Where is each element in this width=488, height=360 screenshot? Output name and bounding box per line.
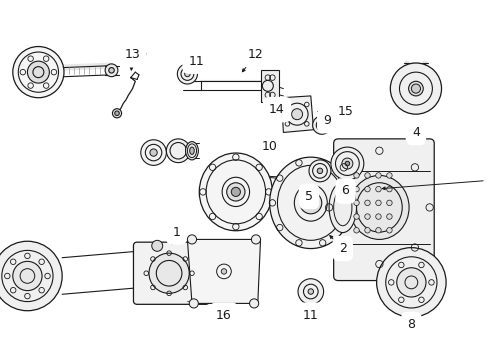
Circle shape bbox=[319, 123, 324, 127]
Circle shape bbox=[364, 214, 369, 219]
Circle shape bbox=[410, 84, 420, 93]
Circle shape bbox=[166, 139, 190, 163]
Circle shape bbox=[364, 173, 369, 178]
Circle shape bbox=[386, 214, 391, 219]
Circle shape bbox=[305, 198, 315, 207]
Circle shape bbox=[386, 186, 391, 192]
Text: 7: 7 bbox=[139, 52, 147, 65]
Circle shape bbox=[375, 214, 381, 219]
Polygon shape bbox=[281, 96, 313, 132]
Text: 11: 11 bbox=[302, 309, 318, 322]
Polygon shape bbox=[260, 70, 278, 102]
Text: 4: 4 bbox=[411, 126, 419, 139]
Circle shape bbox=[13, 46, 64, 98]
Circle shape bbox=[0, 241, 62, 311]
Circle shape bbox=[189, 299, 198, 308]
Text: 9: 9 bbox=[323, 114, 330, 127]
Text: 1: 1 bbox=[172, 226, 180, 239]
Circle shape bbox=[299, 192, 321, 214]
Circle shape bbox=[353, 173, 359, 178]
Ellipse shape bbox=[349, 175, 408, 239]
Circle shape bbox=[307, 289, 313, 294]
Circle shape bbox=[205, 265, 224, 283]
Circle shape bbox=[151, 240, 163, 251]
FancyBboxPatch shape bbox=[333, 139, 433, 280]
Text: 16: 16 bbox=[216, 309, 231, 322]
Circle shape bbox=[177, 64, 197, 84]
Circle shape bbox=[226, 183, 244, 201]
Text: 5: 5 bbox=[305, 190, 312, 203]
Circle shape bbox=[221, 269, 226, 274]
Circle shape bbox=[375, 228, 381, 233]
Circle shape bbox=[249, 299, 258, 308]
Circle shape bbox=[364, 186, 369, 192]
FancyBboxPatch shape bbox=[133, 242, 209, 304]
Circle shape bbox=[308, 160, 330, 182]
Circle shape bbox=[27, 61, 49, 83]
Text: 12: 12 bbox=[247, 48, 264, 61]
Circle shape bbox=[409, 323, 417, 330]
Circle shape bbox=[386, 200, 391, 206]
Circle shape bbox=[297, 279, 323, 304]
Ellipse shape bbox=[199, 153, 272, 231]
Circle shape bbox=[375, 200, 381, 206]
Circle shape bbox=[364, 228, 369, 233]
Circle shape bbox=[150, 149, 157, 156]
Text: 13: 13 bbox=[124, 48, 140, 61]
Text: 11: 11 bbox=[188, 55, 204, 68]
Ellipse shape bbox=[189, 147, 194, 154]
Circle shape bbox=[141, 140, 166, 165]
Circle shape bbox=[353, 228, 359, 233]
Circle shape bbox=[187, 235, 196, 244]
Circle shape bbox=[396, 268, 425, 297]
Circle shape bbox=[251, 235, 260, 244]
Circle shape bbox=[291, 109, 302, 120]
Ellipse shape bbox=[328, 182, 356, 233]
Text: 10: 10 bbox=[261, 140, 277, 153]
Circle shape bbox=[375, 186, 381, 192]
Ellipse shape bbox=[185, 141, 198, 160]
Circle shape bbox=[353, 214, 359, 219]
Circle shape bbox=[408, 81, 423, 96]
Circle shape bbox=[375, 173, 381, 178]
Polygon shape bbox=[187, 239, 260, 303]
Circle shape bbox=[330, 147, 363, 180]
Circle shape bbox=[376, 248, 445, 317]
Circle shape bbox=[231, 187, 240, 197]
Circle shape bbox=[112, 109, 122, 118]
Circle shape bbox=[353, 200, 359, 206]
Circle shape bbox=[13, 261, 42, 291]
Ellipse shape bbox=[269, 157, 351, 248]
Circle shape bbox=[105, 64, 118, 77]
Circle shape bbox=[345, 161, 349, 166]
Circle shape bbox=[386, 228, 391, 233]
Text: 6: 6 bbox=[341, 184, 349, 198]
Text: 15: 15 bbox=[337, 105, 353, 118]
Circle shape bbox=[312, 116, 330, 134]
Circle shape bbox=[386, 173, 391, 178]
Text: 2: 2 bbox=[338, 242, 346, 255]
Circle shape bbox=[389, 63, 441, 114]
Circle shape bbox=[149, 253, 189, 293]
Text: 14: 14 bbox=[268, 103, 285, 116]
Circle shape bbox=[317, 168, 322, 174]
Circle shape bbox=[364, 200, 369, 206]
Circle shape bbox=[184, 71, 190, 77]
Circle shape bbox=[108, 68, 114, 73]
Circle shape bbox=[341, 158, 352, 169]
Text: 8: 8 bbox=[407, 318, 414, 331]
Circle shape bbox=[115, 111, 119, 116]
Circle shape bbox=[353, 186, 359, 192]
